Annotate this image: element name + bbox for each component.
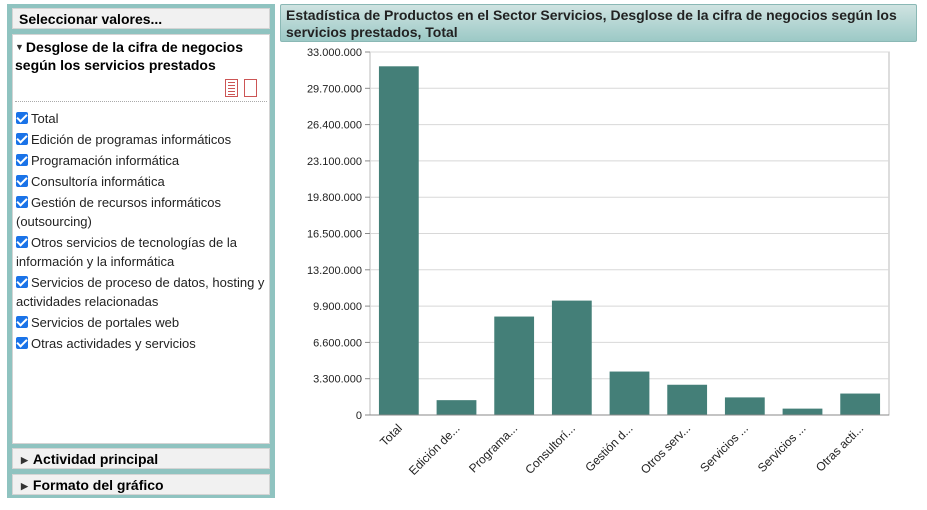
x-tick-label: Otros serv...	[638, 421, 693, 476]
x-tick-label: Servicios ...	[697, 421, 751, 475]
triangle-right-icon: ▶	[21, 455, 28, 465]
y-tick-label: 13.200.000	[307, 265, 362, 277]
x-tick-label: Programa...	[466, 421, 520, 475]
x-tick-label: Consultorí...	[522, 421, 578, 477]
bar	[494, 316, 535, 415]
bar	[551, 300, 592, 415]
value-item[interactable]: Servicios de proceso de datos, hosting y…	[16, 273, 266, 311]
y-tick-label: 3.300.000	[313, 374, 362, 386]
section-title[interactable]: ▼ Desglose de la cifra de negocios según …	[15, 38, 265, 74]
value-item-label: Otras actividades y servicios	[31, 336, 196, 351]
y-tick-label: 29.700.000	[307, 83, 362, 95]
bar	[609, 371, 650, 415]
triangle-down-icon[interactable]: ▼	[15, 42, 24, 52]
chart-title: Estadística de Productos en el Sector Se…	[280, 4, 917, 42]
value-item[interactable]: Edición de programas informáticos	[16, 130, 266, 149]
y-tick-label: 26.400.000	[307, 120, 362, 132]
checkbox[interactable]	[16, 236, 28, 248]
y-tick-label: 9.900.000	[313, 301, 362, 313]
checkbox[interactable]	[16, 276, 28, 288]
x-tick-label: Total	[377, 421, 405, 449]
left-panel: Seleccionar valores... ▼ Desglose de la c…	[7, 4, 275, 498]
x-tick-label: Otras acti...	[813, 421, 866, 474]
formato-grafico-header[interactable]: ▶ Formato del gráfico	[12, 474, 270, 495]
value-item-label: Edición de programas informáticos	[31, 132, 232, 147]
bar	[378, 66, 419, 416]
value-item[interactable]: Otras actividades y servicios	[16, 334, 266, 353]
actividad-label: Actividad principal	[32, 451, 159, 467]
blank-page-icon[interactable]	[244, 79, 257, 97]
bar	[724, 397, 765, 415]
y-tick-label: 16.500.000	[307, 229, 362, 241]
value-item-label: Otros servicios de tecnologías de la inf…	[16, 235, 237, 269]
y-tick-label: 33.000.000	[307, 47, 362, 59]
value-item-label: Gestión de recursos informáticos (outsou…	[16, 195, 222, 229]
bar	[667, 384, 708, 415]
value-item[interactable]: Programación informática	[16, 151, 266, 170]
x-tick-label: Gestión d...	[582, 421, 635, 474]
bar	[436, 400, 477, 415]
value-item[interactable]: Servicios de portales web	[16, 313, 266, 332]
checkbox[interactable]	[16, 112, 28, 124]
y-tick-label: 0	[356, 410, 362, 422]
y-tick-label: 19.800.000	[307, 192, 362, 204]
value-item-label: Programación informática	[31, 153, 180, 168]
value-item-label: Servicios de proceso de datos, hosting y…	[16, 275, 265, 309]
value-item[interactable]: Otros servicios de tecnologías de la inf…	[16, 233, 266, 271]
value-list: Total Edición de programas informáticos Pr…	[16, 109, 266, 355]
y-tick-label: 23.100.000	[307, 156, 362, 168]
actividad-principal-header[interactable]: ▶ Actividad principal	[12, 448, 270, 469]
checkbox[interactable]	[16, 316, 28, 328]
selection-panel: ▼ Desglose de la cifra de negocios según …	[12, 34, 270, 444]
checkbox[interactable]	[16, 154, 28, 166]
triangle-right-icon: ▶	[21, 481, 28, 491]
value-item[interactable]: Consultoría informática	[16, 172, 266, 191]
value-item-label: Servicios de portales web	[31, 315, 180, 330]
formato-label: Formato del gráfico	[32, 477, 164, 493]
checkbox[interactable]	[16, 133, 28, 145]
value-item-label: Total	[31, 111, 59, 126]
value-item-label: Consultoría informática	[31, 174, 165, 189]
list-icon[interactable]	[225, 79, 238, 97]
select-values-header[interactable]: Seleccionar valores...	[12, 8, 270, 29]
bar-chart: 0 3.300.000 6.600.000 9.900.000 13.200.000 16…	[307, 47, 890, 478]
value-item[interactable]: Gestión de recursos informáticos (outsou…	[16, 193, 266, 231]
checkbox[interactable]	[16, 196, 28, 208]
x-tick-label: Edición de...	[406, 421, 463, 478]
section-title-label: Desglose de la cifra de negocios según l…	[15, 39, 243, 73]
bar	[840, 393, 881, 415]
checkbox[interactable]	[16, 337, 28, 349]
x-tick-label: Servicios ...	[755, 421, 809, 475]
y-tick-label: 6.600.000	[313, 337, 362, 349]
value-item[interactable]: Total	[16, 109, 266, 128]
divider	[15, 101, 267, 102]
checkbox[interactable]	[16, 175, 28, 187]
bar	[782, 408, 823, 415]
